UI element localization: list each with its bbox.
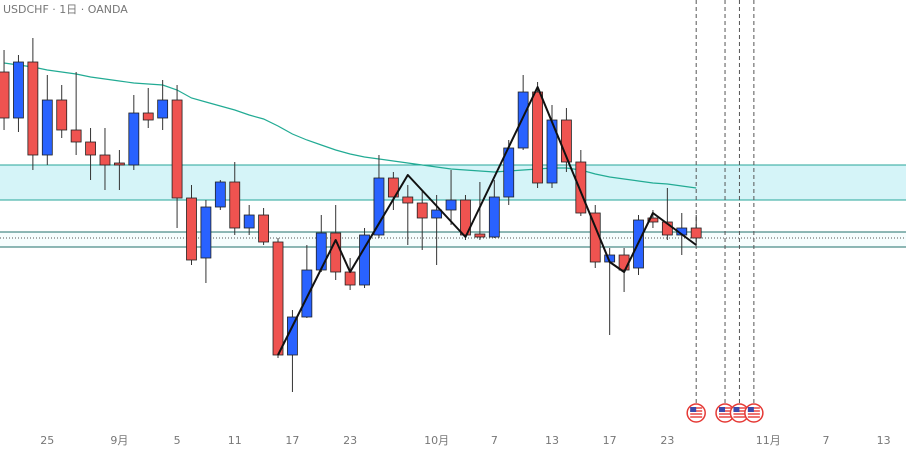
candle-body xyxy=(387,177,399,198)
flag-canton xyxy=(719,407,726,412)
x-tick-label: 25 xyxy=(40,434,54,447)
candle-body xyxy=(618,254,630,271)
candle-body xyxy=(27,61,39,156)
zigzag xyxy=(277,86,697,356)
x-tick-label: 5 xyxy=(174,434,181,447)
candle-body xyxy=(13,61,24,119)
candle-body xyxy=(575,161,587,214)
zigzag-line xyxy=(277,86,697,356)
candle-body xyxy=(445,199,457,211)
x-tick-label: 13 xyxy=(545,434,559,447)
flag-canton xyxy=(690,407,697,412)
x-tick-label: 7 xyxy=(491,434,498,447)
candle-body xyxy=(690,227,702,239)
candles xyxy=(0,38,702,392)
x-tick-label: 7 xyxy=(822,434,829,447)
zones xyxy=(0,164,906,248)
x-tick-label: 11月 xyxy=(756,434,781,447)
x-tick-label: 23 xyxy=(343,434,357,447)
x-tick-label: 17 xyxy=(603,434,617,447)
candle-body xyxy=(56,99,68,131)
x-tick-label: 17 xyxy=(285,434,299,447)
candle-body xyxy=(532,91,543,184)
candle-body xyxy=(0,71,10,119)
flag-canton xyxy=(747,407,754,412)
candle-body xyxy=(488,196,500,238)
chart-title: USDCHF · 1日 · OANDA xyxy=(3,3,128,16)
flag-bg xyxy=(686,403,706,423)
candle-body xyxy=(99,154,111,166)
flag-bg xyxy=(744,403,764,423)
candle-body xyxy=(200,206,212,259)
candle-body xyxy=(113,162,125,166)
candle-body xyxy=(315,232,327,271)
x-tick-label: 10月 xyxy=(424,434,449,447)
candle-body xyxy=(359,234,370,286)
candle-body xyxy=(431,209,443,219)
candle-body xyxy=(373,177,385,236)
candle-body xyxy=(243,214,255,229)
x-tick-label: 11 xyxy=(228,434,242,447)
candle-body xyxy=(85,141,96,156)
zone xyxy=(0,232,906,247)
candle-body xyxy=(128,112,140,166)
candle-body xyxy=(272,241,284,356)
candle-body xyxy=(157,99,169,119)
event-flag xyxy=(686,403,706,423)
candle-body xyxy=(41,99,53,156)
zone xyxy=(0,165,906,200)
candle-body xyxy=(142,112,154,121)
flag-canton xyxy=(733,407,740,412)
event-lines xyxy=(686,0,764,423)
x-tick-label: 9月 xyxy=(110,434,128,447)
x-axis: 25 9月 5 11 17 23 10月 7 13 17 23 11月 7 13 xyxy=(40,434,890,447)
candle-body xyxy=(171,99,183,199)
candle-body xyxy=(186,197,197,261)
candle-body xyxy=(287,316,298,356)
x-tick-label: 13 xyxy=(877,434,891,447)
candle-body xyxy=(214,181,226,208)
candle-body xyxy=(474,233,486,238)
x-tick-label: 23 xyxy=(660,434,674,447)
candle-body xyxy=(517,91,529,149)
event-flag xyxy=(729,403,750,423)
candle-body xyxy=(258,214,269,243)
candle-body xyxy=(330,232,342,273)
candle-body xyxy=(402,196,414,204)
candle-body xyxy=(416,202,428,219)
event-flag xyxy=(744,403,764,423)
candle-body xyxy=(301,269,313,318)
event-flag xyxy=(715,403,735,423)
candle-body xyxy=(344,271,356,286)
candle-body xyxy=(647,217,659,223)
candle-body xyxy=(229,181,241,229)
candle-body xyxy=(70,129,82,143)
candle-body xyxy=(561,119,572,163)
